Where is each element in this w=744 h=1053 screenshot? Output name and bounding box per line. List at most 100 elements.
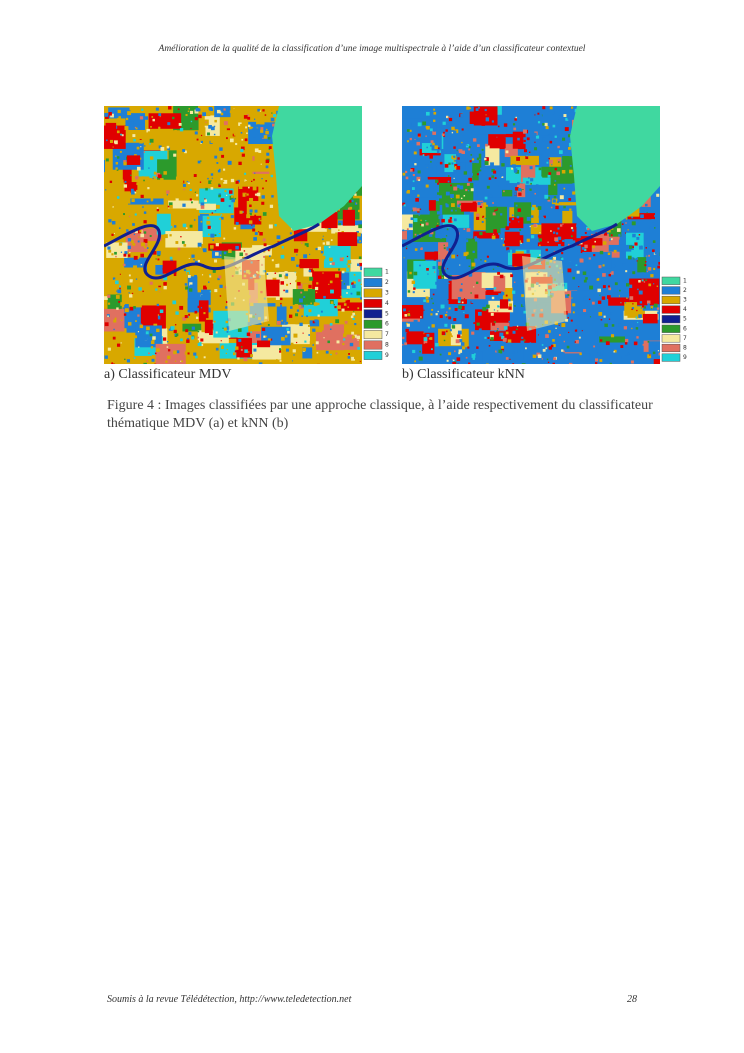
pixel: [190, 201, 193, 204]
pixel: [108, 249, 112, 253]
pixel: [630, 360, 634, 364]
pixel: [658, 206, 660, 208]
pixel: [140, 233, 145, 238]
pixel: [657, 265, 660, 269]
pixel: [485, 114, 487, 116]
pixel: [425, 164, 429, 168]
pixel: [421, 223, 424, 227]
pixel: [603, 315, 606, 318]
pixel: [457, 151, 459, 153]
pixel: [596, 331, 598, 333]
pixel: [469, 160, 472, 163]
pixel: [147, 187, 150, 190]
pixel: [223, 327, 227, 331]
pixel: [477, 201, 481, 206]
pixel: [115, 155, 117, 157]
pixel: [154, 274, 158, 278]
pixel: [197, 259, 200, 263]
patch: [122, 157, 132, 183]
pixel: [617, 355, 622, 360]
pixel: [139, 230, 142, 233]
pixel: [290, 306, 293, 309]
pixel: [123, 253, 127, 257]
pixel: [217, 264, 221, 268]
pixel: [587, 227, 590, 231]
pixel: [302, 332, 304, 334]
pixel: [492, 322, 496, 326]
pixel: [282, 351, 287, 356]
pixel: [455, 194, 460, 199]
pixel: [568, 142, 573, 147]
pixel: [115, 261, 119, 265]
pixel: [607, 285, 610, 288]
legend-swatch: [661, 276, 681, 285]
pixel: [464, 141, 467, 145]
pixel: [647, 303, 650, 306]
pixel: [574, 341, 577, 343]
pixel: [456, 150, 458, 152]
pixel: [556, 171, 561, 176]
pixel: [185, 227, 188, 229]
pixel: [215, 252, 219, 256]
pixel: [200, 160, 202, 162]
classified-image: [104, 106, 362, 364]
pixel: [413, 271, 418, 276]
pixel: [220, 214, 223, 216]
pixel: [248, 220, 253, 224]
pixel: [275, 263, 280, 268]
pixel: [155, 288, 158, 291]
pixel: [626, 283, 630, 287]
pixel: [406, 323, 410, 327]
pixel: [182, 317, 186, 321]
pixel: [597, 300, 602, 304]
pixel: [266, 128, 268, 131]
pixel: [260, 163, 262, 165]
pixel: [201, 328, 206, 333]
pixel: [207, 225, 211, 229]
pixel: [641, 362, 644, 364]
pixel: [558, 244, 561, 247]
classified-image: [402, 106, 660, 364]
pixel: [652, 341, 657, 346]
pixel: [421, 184, 423, 187]
pixel: [169, 204, 173, 209]
pixel: [269, 346, 273, 351]
pixel: [561, 169, 566, 174]
pixel: [429, 278, 432, 282]
pixel: [632, 226, 635, 229]
pixel: [495, 350, 498, 353]
pixel: [234, 350, 237, 353]
pixel: [552, 256, 557, 260]
pixel: [459, 185, 464, 190]
pixel: [439, 161, 443, 165]
pixel: [208, 110, 210, 112]
legend-swatch: [363, 267, 383, 277]
pixel: [576, 270, 580, 274]
pixel: [360, 297, 362, 300]
pixel: [639, 206, 643, 209]
pixel: [182, 183, 186, 187]
pixel: [214, 155, 218, 159]
pixel: [547, 109, 550, 112]
legend-swatch: [661, 334, 681, 343]
pixel: [423, 337, 428, 342]
legend-label: 4: [385, 300, 389, 307]
pixel: [450, 209, 453, 212]
pixel: [470, 188, 474, 192]
pixel: [244, 349, 248, 353]
pixel: [603, 232, 608, 236]
pixel: [447, 116, 450, 119]
pixel: [438, 265, 442, 270]
pixel: [589, 316, 592, 318]
pixel: [555, 205, 559, 210]
pixel: [456, 357, 461, 361]
pixel: [432, 293, 435, 296]
red-field: [204, 319, 213, 334]
pixel: [653, 283, 655, 285]
pixel: [247, 116, 251, 120]
patch: [157, 159, 176, 180]
pixel: [548, 132, 550, 135]
pixel: [109, 202, 113, 207]
pixel: [513, 302, 517, 307]
pixel: [209, 273, 211, 276]
